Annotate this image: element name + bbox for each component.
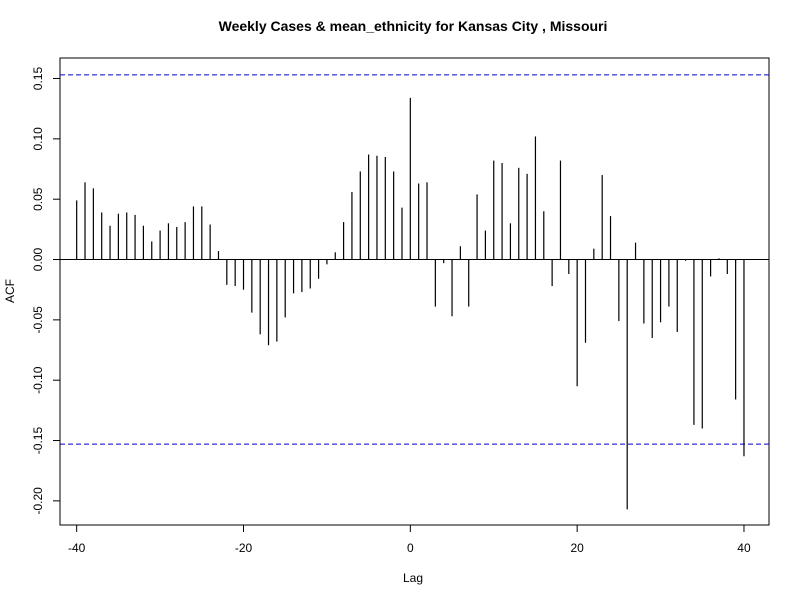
y-tick-label: -0.10 [31, 366, 45, 394]
x-tick-label: -20 [235, 541, 253, 555]
x-axis: -40 -20 0 20 40 [68, 524, 751, 555]
bars-group [60, 74, 769, 510]
y-tick-label: 0.00 [31, 248, 45, 272]
y-tick-label: 0.10 [31, 127, 45, 151]
plot-frame [59, 57, 770, 526]
x-tick-label: -40 [68, 541, 86, 555]
y-tick-label: -0.15 [31, 427, 45, 455]
x-tick-label: 20 [570, 541, 584, 555]
x-tick-label: 0 [407, 541, 414, 555]
y-tick-label: 0.15 [31, 67, 45, 91]
y-tick-label: -0.20 [31, 487, 45, 515]
x-tick-label: 40 [737, 541, 751, 555]
y-axis: -0.20 -0.15 -0.10 -0.05 0.00 0.05 0.10 0.15 [31, 67, 61, 515]
y-axis-label: ACF [3, 279, 17, 303]
chart-title: Weekly Cases & mean_ethnicity for Kansas… [219, 18, 608, 34]
y-tick-label: -0.05 [31, 306, 45, 334]
y-tick-label: 0.05 [31, 187, 45, 211]
x-axis-label: Lag [403, 571, 423, 585]
